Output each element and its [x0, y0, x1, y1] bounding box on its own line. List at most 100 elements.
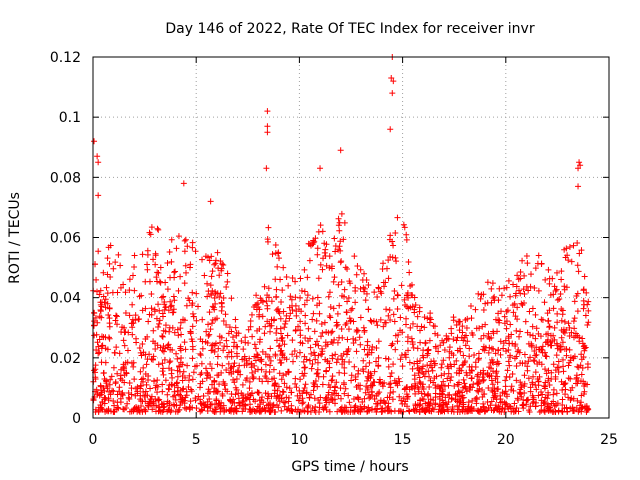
data-point: [316, 404, 323, 411]
data-point: [364, 338, 371, 345]
data-point: [329, 373, 336, 380]
data-point: [146, 229, 153, 236]
data-point: [171, 388, 178, 395]
data-point: [241, 362, 248, 369]
data-point: [350, 335, 357, 342]
data-point: [110, 265, 117, 272]
data-point: [308, 365, 315, 372]
data-point: [250, 375, 257, 382]
data-point: [165, 341, 172, 348]
data-point: [334, 408, 341, 415]
data-point: [266, 353, 273, 360]
data-point: [435, 348, 442, 355]
data-point: [181, 317, 188, 324]
data-point: [579, 335, 586, 342]
data-point: [341, 381, 348, 388]
data-point: [387, 373, 394, 380]
data-point: [449, 404, 456, 411]
data-point: [341, 364, 348, 371]
data-point: [98, 389, 105, 396]
data-point: [218, 299, 225, 306]
data-point: [411, 294, 418, 301]
data-point: [570, 334, 577, 341]
outlier-point: [575, 183, 582, 190]
data-point: [532, 352, 539, 359]
data-point: [499, 389, 506, 396]
data-point: [111, 349, 118, 356]
data-point: [301, 301, 308, 308]
data-point: [418, 390, 425, 397]
data-point: [480, 403, 487, 410]
data-point: [567, 387, 574, 394]
data-point: [161, 301, 168, 308]
data-point: [175, 287, 182, 294]
data-point: [335, 215, 342, 222]
data-point: [109, 387, 116, 394]
data-point: [414, 313, 421, 320]
data-point: [255, 354, 262, 361]
data-point: [369, 405, 376, 412]
data-point: [530, 398, 537, 405]
data-point: [456, 345, 463, 352]
data-point: [560, 363, 567, 370]
data-point: [334, 321, 341, 328]
data-point: [208, 253, 215, 260]
data-point: [547, 291, 554, 298]
data-point: [438, 382, 445, 389]
data-point: [399, 363, 406, 370]
data-point: [335, 222, 342, 229]
data-point: [256, 306, 263, 313]
data-point: [122, 405, 129, 412]
data-point: [546, 280, 553, 287]
data-point: [446, 348, 453, 355]
data-point: [404, 394, 411, 401]
data-point: [171, 329, 178, 336]
data-point: [292, 327, 299, 334]
data-point: [453, 369, 460, 376]
data-point: [541, 299, 548, 306]
data-point: [269, 404, 276, 411]
data-point: [113, 406, 120, 413]
data-point: [426, 384, 433, 391]
data-point: [218, 265, 225, 272]
data-point: [300, 358, 307, 365]
data-point: [316, 300, 323, 307]
data-point: [323, 368, 330, 375]
data-point: [339, 361, 346, 368]
data-point: [248, 361, 255, 368]
data-point: [451, 383, 458, 390]
data-point: [133, 339, 140, 346]
data-point: [267, 362, 274, 369]
data-point: [326, 360, 333, 367]
x-axis-label: GPS time / hours: [291, 459, 408, 475]
data-point: [107, 408, 114, 415]
data-point: [252, 357, 259, 364]
data-point: [353, 327, 360, 334]
data-point: [272, 241, 279, 248]
data-point: [557, 290, 564, 297]
data-point: [301, 370, 308, 377]
data-point: [315, 342, 322, 349]
data-point: [342, 264, 349, 271]
data-point: [280, 264, 287, 271]
data-point: [216, 400, 223, 407]
data-point: [565, 257, 572, 264]
data-point: [582, 312, 589, 319]
data-point: [554, 310, 561, 317]
data-point: [432, 343, 439, 350]
data-point: [343, 320, 350, 327]
data-point: [207, 401, 214, 408]
data-point: [121, 379, 128, 386]
data-point: [534, 260, 541, 267]
data-point: [559, 356, 566, 363]
data-point: [368, 318, 375, 325]
data-point: [511, 300, 518, 307]
data-point: [438, 390, 445, 397]
data-point: [474, 371, 481, 378]
data-point: [584, 405, 591, 412]
data-point: [189, 239, 196, 246]
data-point: [491, 385, 498, 392]
data-point: [461, 380, 468, 387]
data-point: [395, 331, 402, 338]
data-point: [525, 375, 532, 382]
